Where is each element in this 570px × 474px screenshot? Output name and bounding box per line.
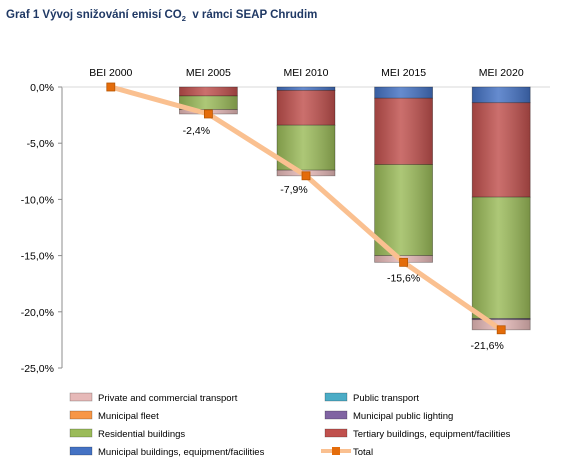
total-marker xyxy=(203,109,213,119)
total-data-label: -21,6% xyxy=(471,340,504,352)
legend-label: Public transport xyxy=(353,393,419,404)
x-tick-label: MEI 2005 xyxy=(186,67,231,79)
y-tick-label: 0,0% xyxy=(30,82,54,94)
bar-segment-shade xyxy=(472,197,531,319)
total-marker xyxy=(496,325,506,335)
y-tick-label: -20,0% xyxy=(21,307,54,319)
bar-segment-shade xyxy=(374,98,433,165)
legend-swatch xyxy=(324,392,348,402)
total-marker xyxy=(301,171,311,181)
bar-segment-shade xyxy=(277,87,335,91)
bar-segment-shade xyxy=(472,102,531,198)
legend-swatch xyxy=(69,410,93,420)
legend-label: Residential buildings xyxy=(98,429,185,440)
y-tick-label: -5,0% xyxy=(27,138,54,150)
bar-segment-shade xyxy=(277,90,335,126)
total-marker xyxy=(399,257,409,267)
bar-segment-shade xyxy=(179,87,238,96)
y-tick-label: -25,0% xyxy=(21,363,54,375)
legend-label: Municipal fleet xyxy=(98,411,159,422)
legend-swatch xyxy=(69,446,93,456)
legend-label: Tertiary buildings, equipment/facilities xyxy=(353,429,511,440)
total-data-label: -2,4% xyxy=(183,125,210,137)
legend: Private and commercial transport Public t… xyxy=(69,392,511,458)
plot-area: 0,0% -5,0% -10,0% -15,0% -20,0% -25,0% BEI 200… xyxy=(21,67,550,375)
legend-swatch xyxy=(324,410,348,420)
total-data-label: -7,9% xyxy=(280,184,307,196)
bar-segment-shade xyxy=(472,318,531,320)
legend-swatch xyxy=(324,428,348,438)
legend-swatch xyxy=(69,428,93,438)
x-tick-label: MEI 2020 xyxy=(479,67,524,79)
legend-label: Total xyxy=(353,447,373,458)
bar-segment-shade xyxy=(472,87,531,103)
legend-swatch xyxy=(69,392,93,402)
x-tick-label: MEI 2015 xyxy=(381,67,426,79)
y-tick-label: -15,0% xyxy=(21,251,54,263)
total-data-label: -15,6% xyxy=(387,272,420,284)
bar-segment-shade xyxy=(374,164,433,256)
x-tick-label: MEI 2010 xyxy=(284,67,329,79)
legend-label: Municipal buildings, equipment/facilitie… xyxy=(98,447,265,458)
chart-title: Graf 1 Vývoj snižování emisí CO2 v rámci… xyxy=(6,9,317,23)
total-marker xyxy=(106,82,116,92)
bar-segment-shade xyxy=(374,87,433,99)
x-tick-label: BEI 2000 xyxy=(89,67,132,79)
legend-label: Municipal public lighting xyxy=(353,411,453,422)
bar-segment-shade xyxy=(179,95,238,110)
y-tick-label: -10,0% xyxy=(21,194,54,206)
legend-label: Private and commercial transport xyxy=(98,393,238,404)
bar-segment-shade xyxy=(472,319,531,330)
legend-marker-swatch xyxy=(332,447,340,455)
